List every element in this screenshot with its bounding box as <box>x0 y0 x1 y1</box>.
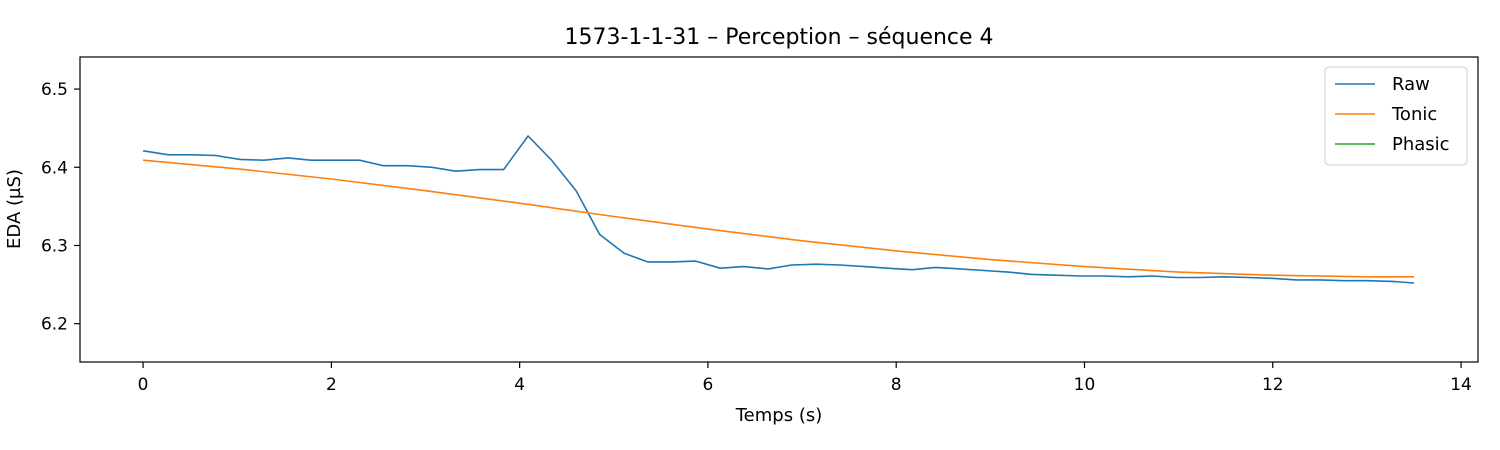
x-tick-label: 8 <box>891 375 902 395</box>
series-line-raw <box>142 135 1415 284</box>
legend-label-raw: Raw <box>1392 74 1430 95</box>
x-tick-label: 2 <box>326 375 337 395</box>
legend-label-phasic: Phasic <box>1392 134 1450 155</box>
x-axis: 0 2 4 6 8 10 12 14 <box>138 362 1472 395</box>
x-tick-label: 4 <box>514 375 525 395</box>
y-tick-label: 6.2 <box>41 315 68 335</box>
y-tick-label: 6.4 <box>41 158 68 178</box>
x-tick-label: 12 <box>1262 375 1284 395</box>
legend-label-tonic: Tonic <box>1391 104 1437 125</box>
x-tick-label: 10 <box>1074 375 1096 395</box>
x-tick-label: 0 <box>138 375 149 395</box>
legend-box <box>1324 66 1468 166</box>
x-tick-label: 14 <box>1450 375 1472 395</box>
plot-frame <box>79 56 1479 363</box>
legend: Raw Tonic Phasic <box>1324 66 1468 166</box>
x-axis-label: Temps (s) <box>735 405 823 426</box>
y-tick-label: 6.3 <box>41 236 68 256</box>
y-axis-label: EDA (µS) <box>4 169 25 249</box>
y-axis: 6.2 6.3 6.4 6.5 <box>41 80 80 335</box>
chart-title: 1573-1-1-31 – Perception – séquence 4 <box>564 25 993 50</box>
y-tick-label: 6.5 <box>41 80 68 100</box>
x-tick-label: 6 <box>703 375 714 395</box>
series-line-tonic <box>143 159 1414 278</box>
plot-area <box>142 135 1415 284</box>
